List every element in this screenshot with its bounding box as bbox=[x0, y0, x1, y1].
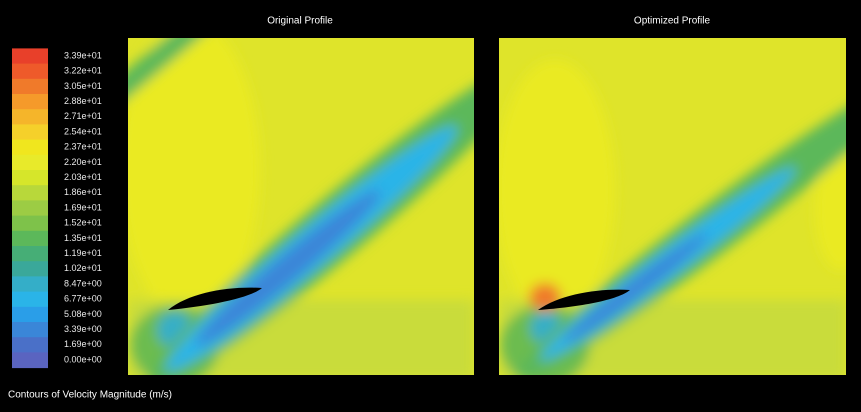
colorbar-label: 3.39e+00 bbox=[64, 324, 102, 334]
colorbar-label: 1.19e+01 bbox=[64, 248, 102, 258]
colorbar-swatch bbox=[12, 215, 48, 232]
colorbar-label: 5.08e+00 bbox=[64, 309, 102, 319]
colorbar-swatch bbox=[12, 230, 48, 247]
colorbar-label: 1.86e+01 bbox=[64, 187, 102, 197]
colorbar-swatch bbox=[12, 246, 48, 262]
colorbar-swatch bbox=[12, 185, 48, 201]
panel-title: Optimized Profile bbox=[634, 16, 711, 27]
colorbar-swatch bbox=[12, 306, 48, 323]
colorbar: 3.39e+01 3.22e+01 3.05e+01 2.88e+01 2.71e+01… bbox=[12, 48, 102, 369]
colorbar-swatch bbox=[12, 139, 48, 156]
colorbar-label: 1.69e+00 bbox=[64, 339, 102, 349]
colorbar-label: 1.35e+01 bbox=[64, 233, 102, 243]
colorbar-swatch bbox=[12, 337, 48, 353]
colorbar-label: 1.69e+01 bbox=[64, 202, 102, 212]
colorbar-swatch bbox=[12, 200, 48, 217]
contour-field-optimized bbox=[499, 38, 846, 375]
colorbar-label: 2.37e+01 bbox=[64, 142, 102, 152]
colorbar-label: 3.05e+01 bbox=[64, 81, 102, 91]
colorbar-swatch bbox=[12, 48, 48, 65]
caption: Contours of Velocity Magnitude (m/s) bbox=[8, 390, 172, 401]
colorbar-swatch bbox=[12, 261, 48, 277]
colorbar-label: 2.03e+01 bbox=[64, 172, 102, 182]
colorbar-swatch bbox=[12, 291, 48, 308]
colorbar-label: 3.39e+01 bbox=[64, 50, 102, 60]
colorbar-swatch bbox=[12, 322, 48, 338]
colorbar-label: 3.22e+01 bbox=[64, 66, 102, 76]
colorbar-swatch bbox=[12, 352, 48, 369]
colorbar-label: 6.77e+00 bbox=[64, 294, 102, 304]
colorbar-swatch bbox=[12, 124, 48, 141]
colorbar-swatch bbox=[12, 154, 48, 171]
colorbar-label: 8.47e+00 bbox=[64, 278, 102, 288]
colorbar-swatch bbox=[12, 63, 48, 80]
colorbar-swatch bbox=[12, 78, 48, 95]
colorbar-label: 2.54e+01 bbox=[64, 126, 102, 136]
colorbar-label: 1.02e+01 bbox=[64, 263, 102, 273]
colorbar-label: 2.20e+01 bbox=[64, 157, 102, 167]
panel-title: Original Profile bbox=[267, 16, 333, 27]
colorbar-label: 1.52e+01 bbox=[64, 218, 102, 228]
colorbar-swatch bbox=[12, 170, 48, 186]
colorbar-label: 0.00e+00 bbox=[64, 354, 102, 364]
colorbar-label: 2.88e+01 bbox=[64, 96, 102, 106]
colorbar-swatch bbox=[12, 276, 48, 293]
colorbar-label: 2.71e+01 bbox=[64, 111, 102, 121]
colorbar-swatch bbox=[12, 94, 48, 110]
colorbar-swatch bbox=[12, 109, 48, 125]
contour-field-original bbox=[128, 38, 474, 375]
